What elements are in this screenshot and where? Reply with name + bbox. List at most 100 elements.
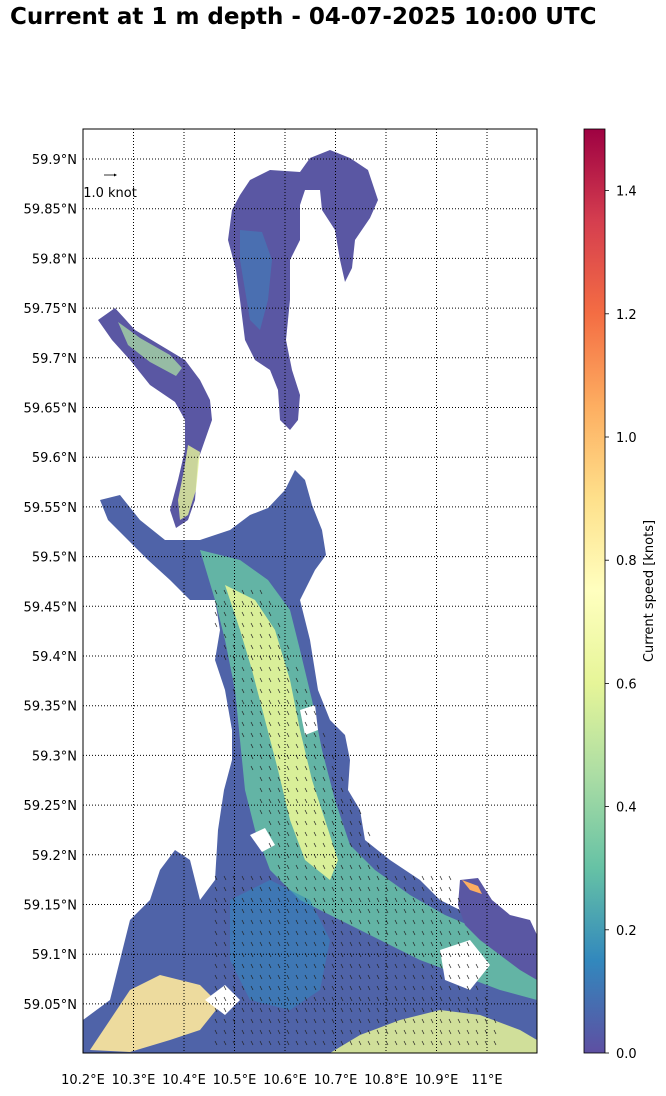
current-arrow (439, 985, 443, 991)
current-arrow (439, 941, 443, 947)
current-arrow (250, 765, 254, 771)
current-arrow (448, 963, 452, 969)
current-arrow (430, 919, 434, 925)
current-arrow (214, 974, 218, 980)
current-arrow (214, 875, 218, 881)
current-arrow (322, 1040, 326, 1046)
current-arrow (250, 721, 254, 727)
current-arrow (286, 710, 290, 716)
current-arrow (394, 1040, 398, 1046)
current-arrow (313, 941, 317, 947)
current-arrow (421, 1018, 425, 1024)
current-arrow (358, 930, 362, 936)
current-arrow (295, 710, 299, 716)
current-arrow (214, 589, 218, 595)
current-arrow (376, 930, 380, 936)
current-arrow (493, 1029, 497, 1035)
current-arrow (259, 1018, 263, 1024)
island-1 (250, 828, 275, 852)
current-arrow (394, 908, 398, 914)
current-arrow (286, 666, 290, 672)
current-arrow (214, 886, 218, 892)
current-arrow (268, 820, 272, 826)
current-arrow (322, 897, 326, 903)
current-arrow (322, 908, 326, 914)
current-arrow (349, 820, 353, 826)
current-arrow (286, 842, 290, 848)
current-arrow (277, 941, 281, 947)
current-arrow (277, 666, 281, 672)
reference-arrow-label: 1.0 knot (83, 186, 137, 201)
island-3 (205, 985, 240, 1015)
current-arrow (439, 930, 443, 936)
current-arrow (403, 985, 407, 991)
current-arrow (394, 963, 398, 969)
current-arrow (484, 1029, 488, 1035)
current-arrow (340, 809, 344, 815)
current-arrow (277, 952, 281, 958)
current-arrow (304, 699, 308, 705)
current-arrow (403, 875, 407, 881)
current-arrow (277, 930, 281, 936)
current-arrow (340, 1029, 344, 1035)
current-arrow (304, 941, 308, 947)
current-arrow (394, 985, 398, 991)
current-arrow (277, 1029, 281, 1035)
current-arrow (331, 798, 335, 804)
current-arrow (223, 622, 227, 628)
current-arrow (376, 974, 380, 980)
current-arrow (223, 589, 227, 595)
current-arrow (295, 864, 299, 870)
current-arrow (421, 985, 425, 991)
current-arrow (304, 743, 308, 749)
current-arrow (367, 864, 371, 870)
current-arrow (295, 1029, 299, 1035)
current-arrow (223, 941, 227, 947)
current-arrow (304, 842, 308, 848)
current-arrow (259, 677, 263, 683)
current-arrow (241, 633, 245, 639)
current-arrow (259, 886, 263, 892)
lon-tick-label: 10.6°E (263, 1073, 307, 1088)
current-arrow (331, 886, 335, 892)
current-arrow (448, 1040, 452, 1046)
current-arrow (241, 886, 245, 892)
current-arrow (250, 963, 254, 969)
current-arrow (304, 776, 308, 782)
current-arrow (367, 1007, 371, 1013)
current-arrow (259, 985, 263, 991)
current-arrow (277, 1040, 281, 1046)
lon-tick-label: 10.2°E (61, 1073, 105, 1088)
current-arrow (349, 886, 353, 892)
current-arrow (277, 787, 281, 793)
current-arrow (448, 1007, 452, 1013)
current-arrow (277, 842, 281, 848)
current-arrow (250, 644, 254, 650)
current-arrow (286, 930, 290, 936)
current-arrow (268, 941, 272, 947)
current-arrow (475, 963, 479, 969)
current-arrow (367, 963, 371, 969)
lat-tick-label: 59.55°N (24, 501, 77, 516)
current-arrow (421, 908, 425, 914)
current-arrow (394, 1029, 398, 1035)
current-arrow (277, 644, 281, 650)
current-arrow (214, 941, 218, 947)
current-arrow (349, 897, 353, 903)
current-arrow (223, 974, 227, 980)
current-arrow (241, 974, 245, 980)
current-arrow (268, 710, 272, 716)
current-arrow (394, 1018, 398, 1024)
current-arrow (277, 908, 281, 914)
current-arrow (385, 1029, 389, 1035)
current-arrow (268, 787, 272, 793)
current-arrow (367, 1018, 371, 1024)
current-arrow (466, 1007, 470, 1013)
current-arrow (394, 930, 398, 936)
current-arrow (214, 1018, 218, 1024)
current-arrow (277, 864, 281, 870)
current-arrow (340, 1040, 344, 1046)
current-arrow (259, 611, 263, 617)
current-arrow (286, 1007, 290, 1013)
current-arrow (412, 886, 416, 892)
